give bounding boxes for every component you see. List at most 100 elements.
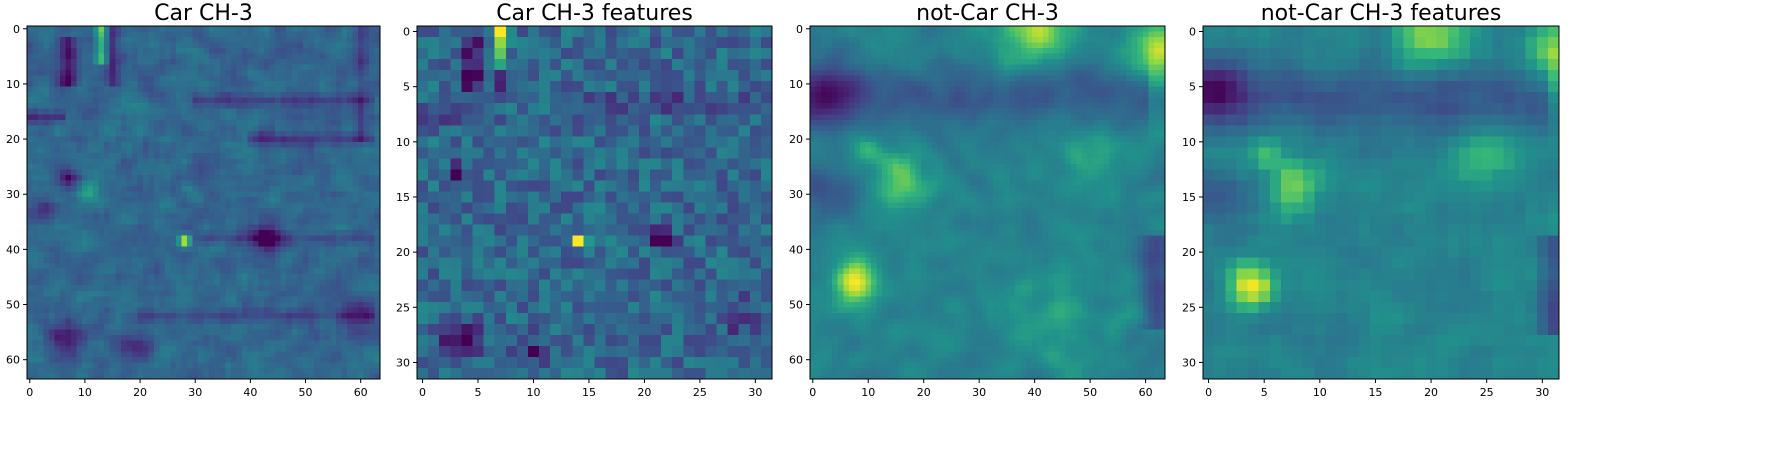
heatmap-cell (236, 290, 243, 297)
heatmap-cell (291, 53, 298, 60)
heatmap-cell (269, 213, 276, 220)
heatmap-cell (225, 241, 232, 248)
heatmap-cell (104, 351, 111, 358)
heatmap-cell (472, 103, 485, 115)
heatmap-cell (363, 191, 370, 198)
heatmap-cell (71, 279, 78, 286)
heatmap-cell (242, 246, 249, 253)
heatmap-cell (302, 268, 309, 275)
heatmap-cell (439, 323, 451, 336)
heatmap-cell (115, 136, 122, 143)
heatmap-cell (231, 114, 238, 121)
heatmap-cell (203, 81, 210, 88)
heatmap-cell (583, 191, 596, 204)
heatmap-cell (93, 202, 100, 209)
heatmap-cell (231, 362, 238, 369)
heatmap-cell (71, 119, 78, 126)
heatmap-cell (561, 70, 573, 82)
heatmap-cell (49, 340, 56, 347)
heatmap-cell (220, 285, 227, 292)
heatmap-cell (341, 130, 348, 137)
heatmap-cell (148, 351, 155, 358)
heatmap-cell (516, 268, 529, 281)
heatmap-cell (661, 81, 673, 93)
heatmap-cell (38, 362, 45, 369)
heatmap-cell (291, 274, 298, 281)
heatmap-cell (539, 301, 551, 314)
heatmap-cell (428, 125, 440, 137)
heatmap-cell (32, 356, 39, 364)
heatmap-cell (363, 202, 370, 209)
heatmap-cell (264, 152, 271, 159)
heatmap-cell (115, 296, 122, 303)
heatmap-cell (131, 169, 138, 176)
heatmap-cell (319, 37, 326, 44)
heatmap-cell (225, 119, 232, 126)
heatmap-cell (368, 301, 376, 308)
heatmap-cell (649, 125, 662, 137)
heatmap-cell (357, 42, 365, 49)
heatmap-cell (247, 356, 254, 364)
heatmap-cell (330, 252, 337, 259)
heatmap-cell (27, 70, 34, 77)
heatmap-cell (71, 42, 78, 49)
heatmap-cell (572, 191, 584, 204)
heatmap-cell (214, 174, 221, 182)
heatmap-cell (683, 180, 695, 193)
heatmap-cell (357, 196, 365, 204)
heatmap-cell (142, 191, 149, 198)
heatmap-cell (87, 26, 94, 33)
heatmap-cell (175, 59, 183, 66)
heatmap-cell (572, 59, 584, 71)
heatmap-cell (661, 246, 673, 259)
heatmap-cell (76, 340, 83, 347)
heatmap-cell (286, 296, 293, 303)
heatmap-cell (374, 37, 381, 44)
heatmap-cell (38, 285, 45, 292)
heatmap-cell (694, 312, 707, 325)
heatmap-cell (142, 252, 149, 259)
heatmap-cell (192, 307, 199, 314)
heatmap-cell (341, 219, 348, 226)
heatmap-cell (341, 103, 348, 110)
heatmap-cell (527, 125, 540, 137)
heatmap-cell (368, 130, 376, 137)
heatmap-cell (142, 290, 149, 297)
heatmap-cell (214, 180, 221, 187)
heatmap-cell (93, 119, 100, 126)
heatmap-cell (76, 279, 83, 286)
heatmap-cell (461, 246, 474, 259)
heatmap-cell (87, 92, 94, 99)
heatmap-cell (60, 103, 67, 110)
heatmap-cell (186, 263, 194, 270)
heatmap-cell (209, 114, 216, 121)
heatmap-cell (516, 257, 529, 270)
heatmap-cell (638, 169, 651, 182)
heatmap-cell (258, 230, 265, 237)
heatmap-cell (242, 351, 249, 358)
heatmap-cell (749, 114, 762, 126)
heatmap-cell (104, 307, 111, 314)
heatmap-cell (209, 92, 216, 99)
heatmap-cell (694, 114, 707, 126)
heatmap-cell (363, 351, 370, 358)
heatmap-cell (43, 301, 50, 308)
heatmap-cell (142, 48, 149, 55)
heatmap-cell (236, 345, 243, 353)
heatmap-cell (335, 53, 342, 60)
heatmap-cell (236, 108, 243, 115)
heatmap-cell (181, 268, 188, 275)
heatmap-cell (27, 219, 34, 226)
heatmap-cell (43, 367, 50, 375)
heatmap-cell (286, 329, 293, 336)
heatmap-cell (330, 103, 337, 110)
heatmap-cell (672, 312, 684, 325)
heatmap-cell (109, 191, 116, 198)
heatmap-cell (258, 334, 265, 341)
heatmap-cell (109, 108, 116, 115)
heatmap-cell (461, 81, 474, 93)
heatmap-cell (594, 257, 607, 270)
heatmap-cell (137, 224, 144, 231)
heatmap-cell (705, 180, 718, 193)
